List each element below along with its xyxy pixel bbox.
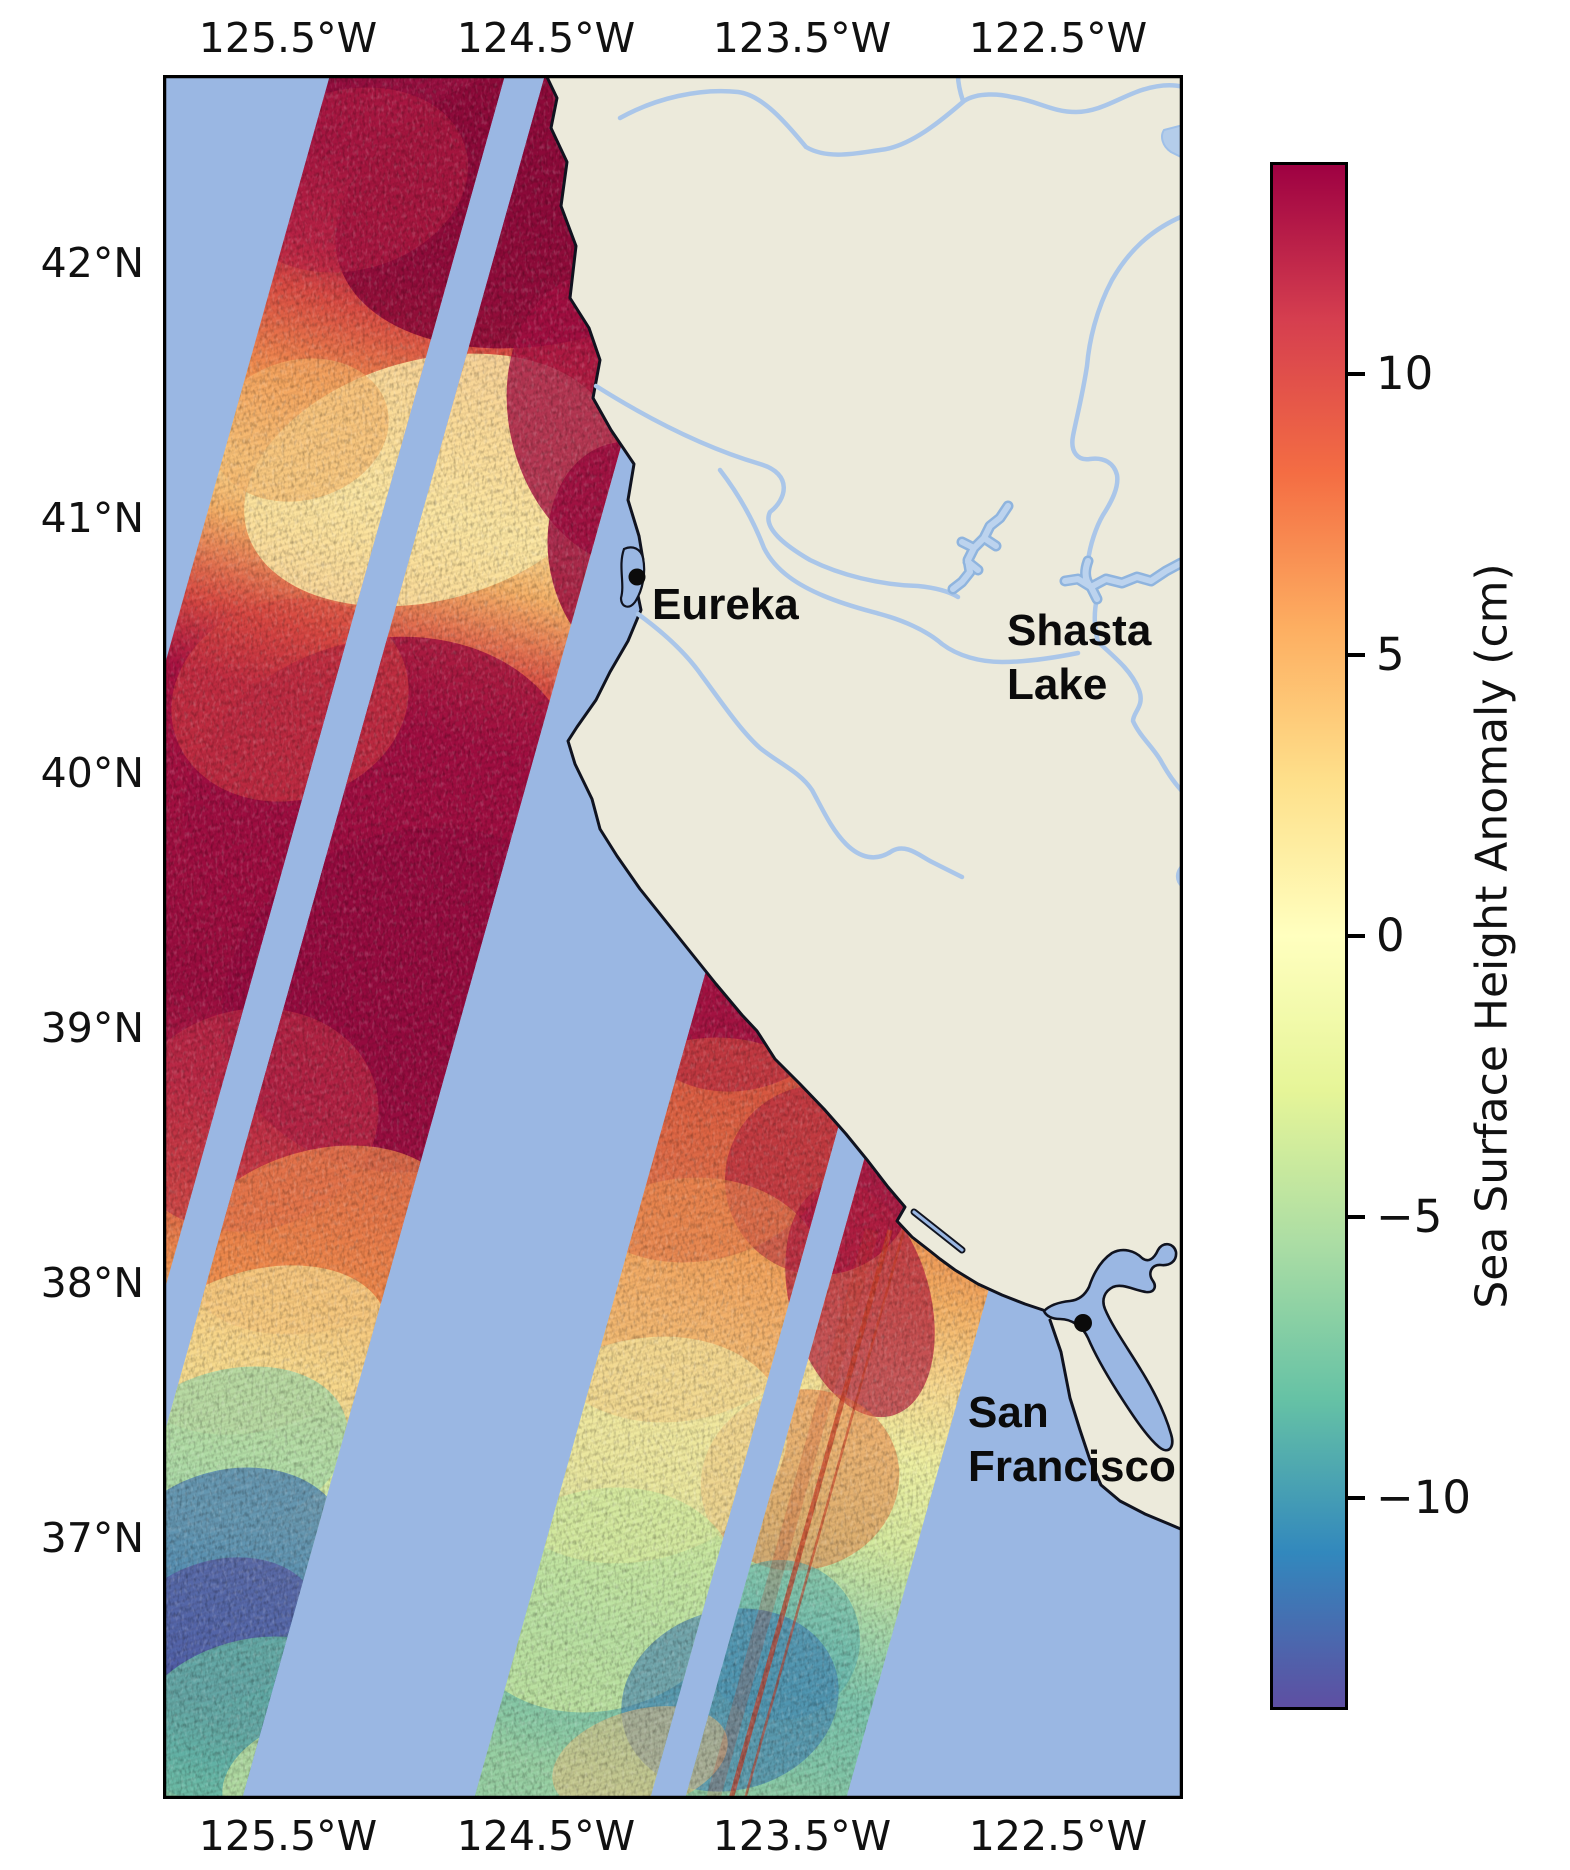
lakes — [947, 123, 1183, 605]
map-frame — [163, 75, 1183, 1799]
lake-trinity — [950, 503, 1011, 592]
colorbar-tickmark-minus5 — [1348, 1215, 1365, 1219]
rivers — [593, 75, 1183, 889]
lon-tick-top-2: 124.5°W — [456, 14, 636, 62]
river-trinity-upper — [593, 383, 961, 600]
san-francisco-line1: San — [968, 1388, 1049, 1437]
colorbar-ticklabel-10: 10 — [1376, 347, 1434, 400]
colorbar-title: Sea Surface Height Anomaly (cm) — [1466, 563, 1518, 1309]
colorbar — [1270, 162, 1348, 1710]
river-klamath — [617, 83, 1183, 157]
colorbar-tickmark-minus10 — [1348, 1496, 1365, 1500]
lake-shasta — [1062, 558, 1183, 602]
colorbar-tickmark-5 — [1348, 653, 1365, 657]
shasta-lake-line1: Shasta — [1007, 606, 1152, 655]
lon-tick-top-3: 123.5°W — [712, 14, 892, 62]
lat-tick-42n: 42°N — [40, 239, 144, 287]
lon-tick-bottom-2: 124.5°W — [456, 1812, 636, 1860]
colorbar-tickmark-10 — [1348, 372, 1365, 376]
river-sacramento — [1092, 595, 1183, 795]
colorbar-ticklabel-0: 0 — [1376, 909, 1405, 962]
coastline-south — [1048, 1318, 1183, 1532]
lon-tick-bottom-3: 123.5°W — [712, 1812, 892, 1860]
lon-tick-top-4: 122.5°W — [968, 14, 1148, 62]
san-francisco-bay — [1042, 1242, 1178, 1452]
river-trinity-lower — [717, 467, 1081, 665]
lon-tick-top-1: 125.5°W — [198, 14, 378, 62]
river-eel — [635, 611, 965, 880]
city-label-eureka: Eureka — [652, 580, 799, 629]
lon-tick-bottom-4: 122.5°W — [968, 1812, 1148, 1860]
coastline — [544, 75, 1045, 1312]
colorbar-ticklabel-minus5: −5 — [1376, 1190, 1443, 1243]
city-dot-san-francisco — [1074, 1314, 1092, 1332]
lat-tick-40n: 40°N — [40, 749, 144, 797]
colorbar-tickmark-0 — [1348, 934, 1365, 938]
place-label-shasta-lake: Shasta Lake — [1007, 604, 1151, 712]
lat-tick-37n: 37°N — [40, 1514, 144, 1562]
tomales-bay — [912, 1210, 964, 1252]
colorbar-ticklabel-5: 5 — [1376, 628, 1405, 681]
land — [546, 75, 1183, 1530]
lat-tick-39n: 39°N — [40, 1004, 144, 1052]
san-francisco-line2: Francisco — [968, 1442, 1176, 1491]
map — [163, 75, 1183, 1799]
colorbar-ticklabel-minus10: −10 — [1376, 1471, 1471, 1524]
city-dot-eureka — [628, 568, 646, 586]
lon-tick-bottom-1: 125.5°W — [198, 1812, 378, 1860]
lat-tick-41n: 41°N — [40, 494, 144, 542]
shasta-lake-line2: Lake — [1007, 660, 1108, 709]
river-pit — [1070, 213, 1183, 564]
lat-tick-38n: 38°N — [40, 1259, 144, 1307]
city-label-san-francisco: San Francisco — [968, 1386, 1176, 1494]
